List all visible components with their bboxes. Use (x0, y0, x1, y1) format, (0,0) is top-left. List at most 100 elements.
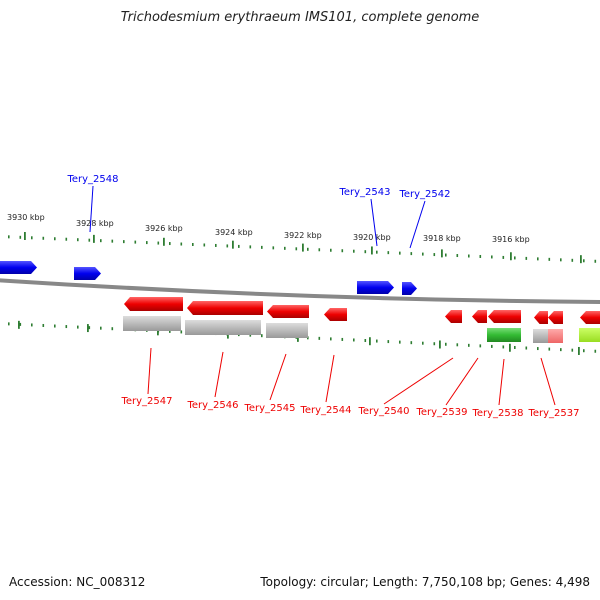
scale-dot (123, 240, 125, 244)
scale-dot (583, 349, 585, 353)
reverse-gene-label[interactable]: Tery_2540 (357, 406, 409, 417)
reverse-gene-label[interactable]: Tery_2538 (471, 408, 523, 419)
scale-dot (238, 244, 240, 248)
scale-dot (491, 255, 493, 259)
scale-dot (203, 243, 206, 247)
reverse-gene-label[interactable]: Tery_2545 (243, 403, 295, 414)
scale-dot (548, 257, 551, 261)
forward-gene-label[interactable]: Tery_2543 (338, 187, 390, 198)
scale-major-tick (87, 324, 89, 333)
scale-major-tick (93, 234, 95, 243)
scale-dot (525, 256, 528, 260)
scale-dot (88, 238, 91, 242)
scale-dot (19, 322, 22, 326)
scale-dot (491, 344, 493, 348)
scale-major-tick (232, 240, 234, 249)
scale-dot (422, 341, 424, 345)
scale-major-tick (302, 243, 304, 252)
scale-dot (111, 239, 114, 243)
scale-major-tick (580, 255, 582, 264)
reverse-gene-arrow (548, 311, 563, 324)
scale-dot (341, 337, 344, 341)
scale-dot (65, 237, 68, 241)
forward-gene-arrow (0, 261, 37, 274)
scale-dot (399, 340, 401, 344)
scale-dot (594, 349, 597, 353)
scale-dot (180, 330, 183, 334)
scale-dot (111, 327, 114, 331)
scale-major-tick (369, 337, 371, 346)
scale-dot (364, 339, 367, 343)
scale-dot (54, 237, 56, 241)
gene-leader-line (498, 358, 505, 406)
scale-dot (19, 235, 22, 239)
scale-dot (134, 240, 137, 244)
scale-dot (261, 334, 263, 338)
scale-dot (560, 258, 562, 262)
scale-dot (42, 323, 45, 327)
gene-leader-line (214, 351, 224, 398)
scale-major-tick (24, 232, 26, 240)
reverse-gene-arrow (534, 311, 548, 324)
scale-dot (169, 329, 171, 333)
scale-major-tick (441, 249, 443, 258)
scale-dot (537, 257, 539, 261)
scale-tick-label: 3928 kbp (76, 219, 114, 228)
reverse-gene-arrow (187, 301, 263, 315)
forward-gene-arrow (402, 282, 417, 295)
scale-dot (422, 252, 424, 256)
scale-dot (261, 245, 263, 249)
reverse-gene-label[interactable]: Tery_2544 (299, 405, 351, 416)
scale-dot (548, 347, 551, 351)
scale-dot (215, 243, 217, 247)
scale-major-tick (163, 237, 165, 246)
scale-dot (8, 235, 10, 239)
topology-text: Topology: circular; Length: 7,750,108 bp… (260, 575, 590, 589)
scale-dot (468, 343, 470, 347)
scale-dot (307, 247, 309, 251)
scale-dot (353, 338, 355, 342)
scale-tick-label: 3926 kbp (145, 224, 183, 233)
scale-dot (583, 259, 585, 263)
scale-dot (54, 324, 56, 328)
gene-leader-line (409, 200, 426, 249)
scale-major-tick (18, 320, 20, 329)
reverse-gene-arrow (472, 310, 487, 323)
scale-dot (479, 254, 482, 258)
scale-dot (537, 347, 539, 351)
reverse-gene-label[interactable]: Tery_2546 (186, 400, 238, 411)
scale-dot (525, 346, 528, 350)
lime-feature-bar (579, 328, 600, 342)
reverse-gene-arrow (580, 311, 600, 324)
forward-gene-label[interactable]: Tery_2542 (398, 189, 450, 200)
scale-dot (468, 254, 470, 258)
gray-feature-bar (533, 329, 548, 343)
scale-dot (192, 243, 194, 246)
scale-major-tick (371, 246, 373, 255)
reverse-gene-label[interactable]: Tery_2547 (120, 396, 172, 407)
reverse-gene-label[interactable]: Tery_2537 (527, 408, 579, 419)
scale-major-tick (578, 346, 580, 355)
forward-gene-label[interactable]: Tery_2548 (66, 174, 118, 185)
scale-ticks-outer (8, 232, 597, 264)
gray-feature-bar (123, 316, 181, 331)
scale-dot (364, 250, 367, 254)
scale-dot (514, 345, 516, 349)
scale-dot (445, 253, 447, 257)
scale-dot (353, 249, 355, 253)
gene-leader-line (89, 185, 94, 233)
reverse-gene-arrow (445, 310, 462, 323)
scale-dot (31, 236, 33, 240)
scale-dot (456, 254, 459, 258)
scale-dot (433, 253, 436, 257)
scale-dot (341, 249, 344, 253)
scale-tick-label: 3916 kbp (492, 235, 530, 244)
scale-dot (146, 241, 148, 245)
scale-dot (318, 336, 321, 340)
reverse-gene-label[interactable]: Tery_2539 (415, 407, 467, 418)
scale-tick-labels: 3930 kbp 3928 kbp 3926 kbp 3924 kbp 3922 kbp… (7, 213, 530, 244)
pink-feature-bar (548, 329, 563, 343)
green-feature-bar (487, 328, 521, 342)
scale-dot (318, 248, 321, 252)
scale-major-tick (510, 252, 512, 261)
